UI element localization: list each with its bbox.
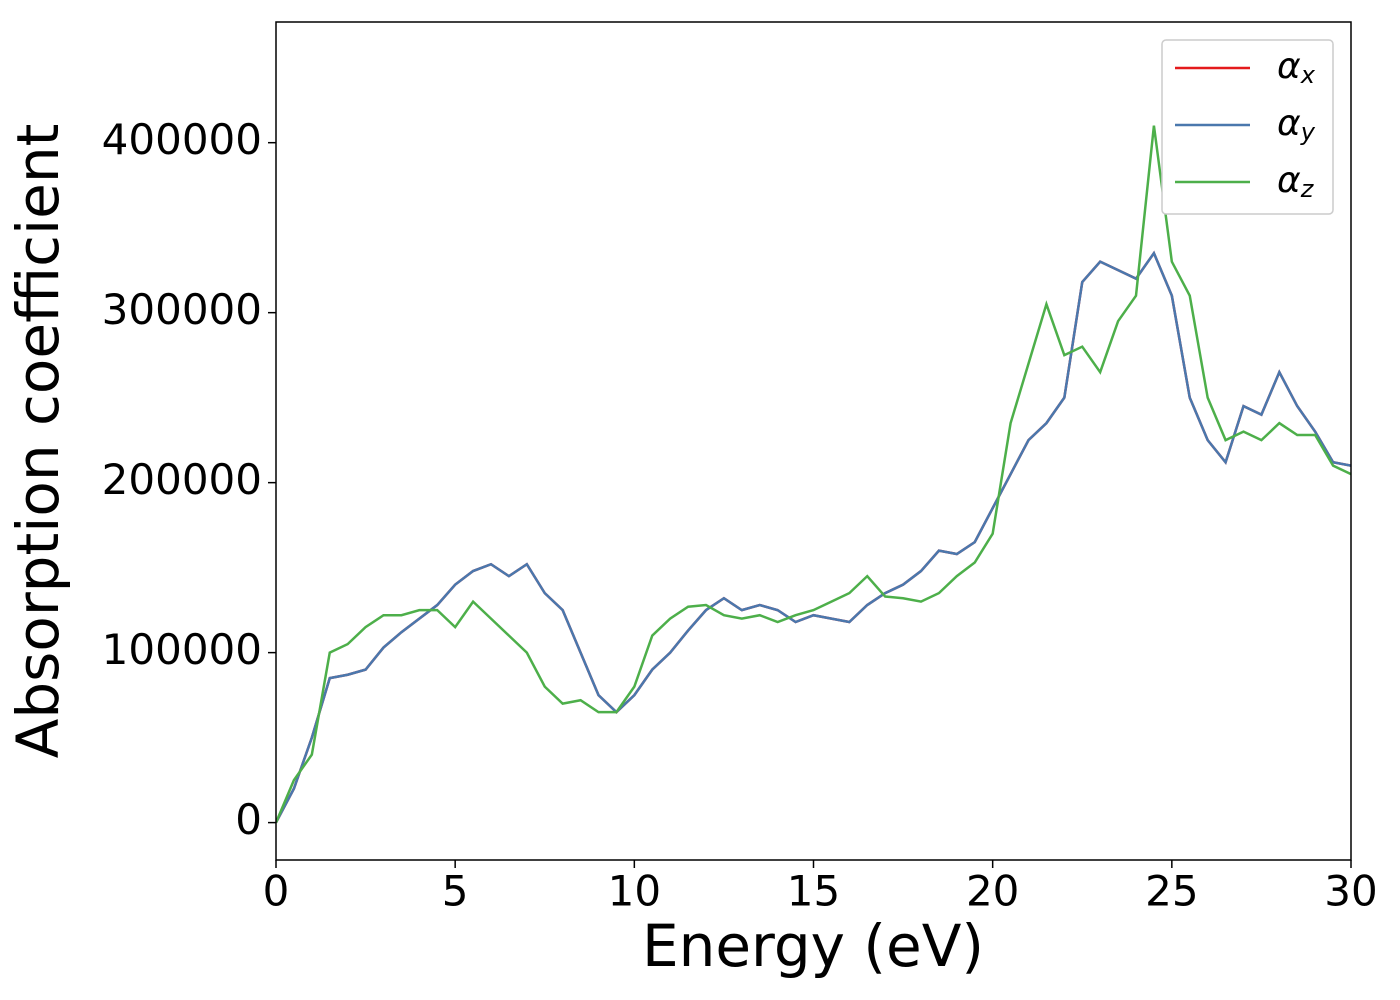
x-tick-label: 15 xyxy=(787,867,840,916)
legend-label: αz xyxy=(1277,160,1315,203)
y-tick-label: 400000 xyxy=(102,115,262,164)
legend-box xyxy=(1161,39,1334,215)
x-tick-label: 0 xyxy=(263,867,290,916)
y-tick-label: 100000 xyxy=(102,625,262,674)
x-tick-label: 5 xyxy=(442,867,469,916)
y-tick-label: 300000 xyxy=(102,285,262,334)
series-line xyxy=(276,250,1351,824)
x-axis-label: Energy (eV) xyxy=(642,912,984,980)
y-tick-label: 0 xyxy=(235,795,262,844)
plot-frame xyxy=(275,21,1352,861)
legend-label: αx xyxy=(1277,46,1316,89)
x-tick-label: 10 xyxy=(608,867,661,916)
y-tick-label: 200000 xyxy=(102,455,262,504)
series-line xyxy=(276,125,1351,824)
x-tick-label: 20 xyxy=(966,867,1019,916)
x-tick-label: 30 xyxy=(1324,867,1377,916)
series-line xyxy=(276,250,1351,824)
y-axis-label: Absorption coefficient xyxy=(4,124,72,759)
x-tick-label: 25 xyxy=(1145,867,1198,916)
legend-label: αy xyxy=(1277,103,1316,146)
